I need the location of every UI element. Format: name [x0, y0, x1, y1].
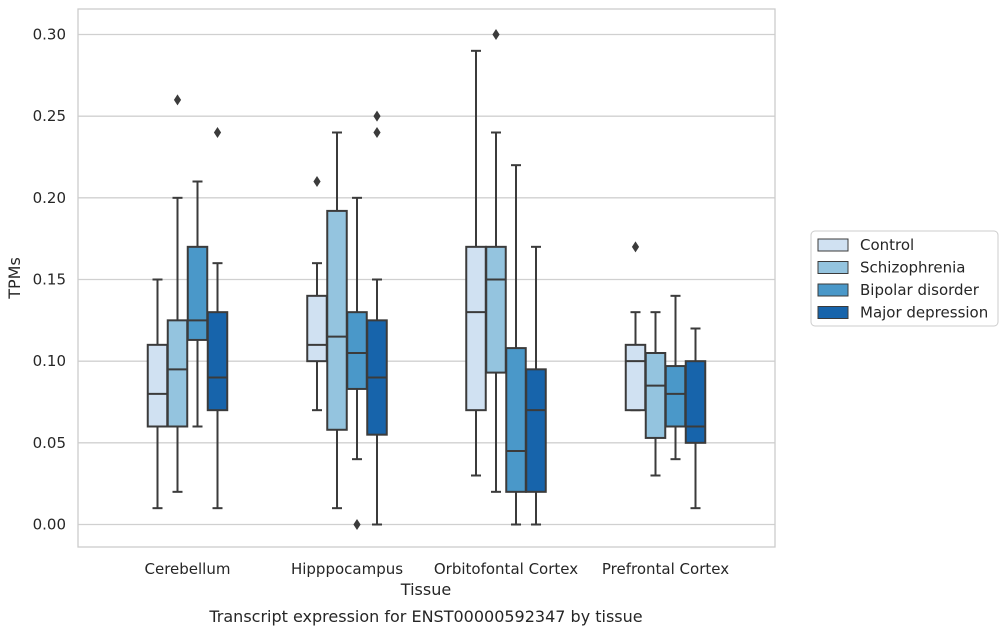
box [186, 180, 209, 428]
box-body [186, 245, 209, 341]
box-series [146, 29, 707, 530]
legend-frame [810, 230, 999, 327]
x-tick-label: Prefrontal Cortex [602, 560, 729, 578]
legend-swatch [817, 261, 849, 274]
legend-items: Control Schizophrenia Bipolar disorder Majo… [817, 236, 988, 322]
box [146, 278, 169, 510]
legend-item: Schizophrenia [817, 259, 965, 277]
x-axis-title: Tissue [400, 580, 451, 599]
legend-item: Major depression [817, 304, 988, 322]
legend-swatch [817, 306, 849, 319]
outlier-point [373, 127, 381, 138]
legend-label: Schizophrenia [860, 259, 965, 277]
box-body [485, 245, 507, 374]
legend-swatch [817, 283, 849, 297]
legend-label: Control [860, 236, 914, 254]
legend-label: Major depression [860, 304, 988, 322]
series-bipolar-disorder [186, 164, 687, 530]
box [485, 29, 507, 493]
x-tick-label: Hipppocampus [291, 560, 403, 578]
box [644, 311, 667, 477]
gridlines [78, 33, 775, 526]
box-body [684, 360, 707, 444]
box-body [505, 347, 527, 493]
box-body [644, 352, 667, 439]
box-body [664, 365, 687, 428]
y-tick-label: 0.00 [33, 516, 66, 534]
outlier-point [373, 110, 381, 122]
box [664, 294, 687, 461]
box-body [146, 343, 169, 428]
legend-swatch [817, 238, 849, 252]
legend-item: Bipolar disorder [817, 281, 980, 299]
box-body [346, 311, 368, 390]
box-body [306, 294, 328, 363]
box [684, 327, 707, 510]
y-axis-title: TPMs [5, 257, 24, 300]
outlier-point [631, 241, 640, 253]
y-tick-label: 0.15 [33, 271, 66, 289]
box [306, 176, 328, 412]
outlier-point [313, 176, 321, 187]
box-body [525, 368, 547, 493]
box [206, 127, 229, 510]
outlier-point [492, 29, 500, 40]
outlier-point [353, 519, 361, 530]
box [505, 164, 527, 526]
x-axis-ticks: Cerebellum Hipppocampus Orbitofontal Corte… [145, 560, 730, 578]
box [326, 131, 348, 510]
x-tick-label: Orbitofontal Cortex [434, 560, 578, 578]
box [366, 110, 388, 526]
box [525, 245, 547, 526]
y-tick-label: 0.10 [33, 352, 66, 370]
y-tick-label: 0.30 [33, 26, 66, 44]
box-body [326, 209, 348, 431]
series-major-depression [206, 110, 707, 526]
y-axis-ticks: 0.00 0.05 0.10 0.15 0.20 0.25 0.30 [33, 26, 66, 534]
y-tick-label: 0.20 [33, 189, 66, 207]
y-tick-label: 0.05 [33, 434, 66, 452]
y-tick-label: 0.25 [33, 107, 66, 125]
box-body [166, 319, 189, 428]
outlier-point [213, 127, 222, 138]
legend-item: Control [817, 236, 914, 254]
box-body [206, 311, 229, 412]
series-schizophrenia [166, 29, 667, 510]
box-body [624, 343, 647, 412]
outlier-point [173, 94, 182, 106]
legend-label: Bipolar disorder [860, 281, 980, 299]
plot-area-frame [77, 8, 776, 548]
box [624, 241, 647, 412]
x-tick-label: Cerebellum [145, 560, 231, 578]
box [166, 94, 189, 493]
box [465, 49, 487, 477]
chart-caption: Transcript expression for ENST0000059234… [208, 607, 642, 626]
legend: Control Schizophrenia Bipolar disorder Majo… [810, 230, 999, 327]
box [346, 196, 368, 530]
box-body [465, 245, 487, 412]
